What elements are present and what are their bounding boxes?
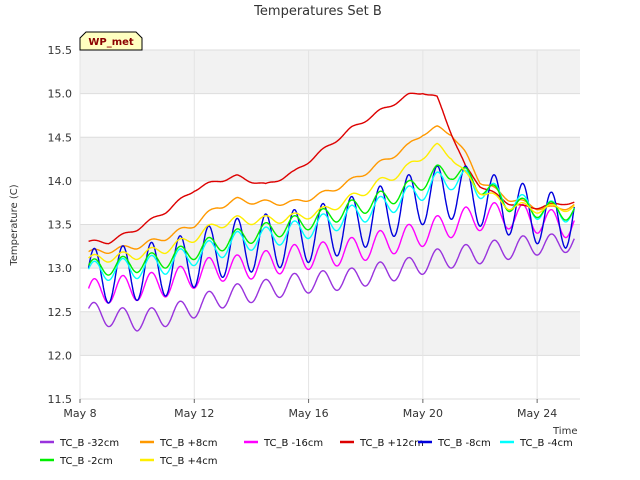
series-line-tc-b-8cm xyxy=(88,125,575,255)
y-tick-label: 12.0 xyxy=(48,349,73,362)
series-lines xyxy=(87,92,575,332)
station-badge-shape xyxy=(79,31,143,51)
legend-item: TC_B -4cm xyxy=(500,438,573,449)
background-band xyxy=(80,93,580,138)
background-band xyxy=(80,355,580,399)
x-tick-label: May 8 xyxy=(63,407,96,420)
legend-label: TC_B -8cm xyxy=(437,438,491,449)
y-tick-label: 11.5 xyxy=(48,393,73,406)
background-band xyxy=(80,50,580,94)
grid-lines xyxy=(79,49,580,400)
x-tick-label: May 16 xyxy=(288,407,328,420)
legend-item: TC_B -2cm xyxy=(40,456,113,467)
x-axis-ticks: May 8 May 12 May 16 May 20 May 24 xyxy=(63,399,557,420)
legend-label: TC_B +8cm xyxy=(159,438,218,449)
legend-label: TC_B -4cm xyxy=(519,438,573,449)
x-tick-label: May 12 xyxy=(174,407,214,420)
x-axis-label: Time xyxy=(552,426,577,437)
series-line-tc-b-32cm xyxy=(87,233,575,332)
y-tick-label: 13.0 xyxy=(48,262,73,275)
series-line-tc-b-16cm xyxy=(87,201,575,304)
x-tick-label: May 20 xyxy=(403,407,443,420)
series-line-tc-b-2cm xyxy=(87,164,575,276)
legend-label: TC_B -32cm xyxy=(59,438,119,449)
y-tick-label: 12.5 xyxy=(48,306,73,319)
legend-label: TC_B -2cm xyxy=(59,456,113,467)
background-band xyxy=(80,311,580,356)
station-badge-label: WP_met xyxy=(88,37,134,48)
legend: TC_B -32cm TC_B +8cm TC_B -16cm TC_B +12cm T… xyxy=(40,438,573,467)
chart-title: Temperatures Set B xyxy=(253,4,382,19)
legend-label: TC_B +4cm xyxy=(159,456,218,467)
series-line-tc-b-12cm xyxy=(88,92,575,245)
series-line-tc-b-4cm xyxy=(88,142,575,263)
legend-item: TC_B -32cm xyxy=(40,438,119,449)
y-axis-ticks: 11.5 12.0 12.5 13.0 13.5 14.0 14.5 15.0 15.5 xyxy=(48,44,73,406)
series-line-tc-b-8cm xyxy=(87,165,575,304)
legend-label: TC_B -16cm xyxy=(263,438,323,449)
y-tick-label: 13.5 xyxy=(48,219,73,232)
y-axis-label: Temperature (C) xyxy=(9,184,20,266)
background-band xyxy=(80,137,580,181)
y-tick-label: 15.0 xyxy=(48,88,73,101)
legend-item: TC_B +4cm xyxy=(140,456,218,467)
legend-item: TC_B -8cm xyxy=(418,438,491,449)
legend-item: TC_B +12cm xyxy=(340,438,424,449)
y-tick-label: 14.0 xyxy=(48,175,73,188)
legend-item: TC_B -16cm xyxy=(244,438,323,449)
series-line-tc-b-4cm xyxy=(87,169,575,281)
background-band xyxy=(80,268,580,312)
x-tick-label: May 24 xyxy=(517,407,557,420)
legend-item: TC_B +8cm xyxy=(140,438,218,449)
y-tick-label: 14.5 xyxy=(48,131,73,144)
legend-label: TC_B +12cm xyxy=(359,438,424,449)
station-badge: WP_met xyxy=(79,31,143,51)
y-tick-label: 15.5 xyxy=(48,44,73,57)
